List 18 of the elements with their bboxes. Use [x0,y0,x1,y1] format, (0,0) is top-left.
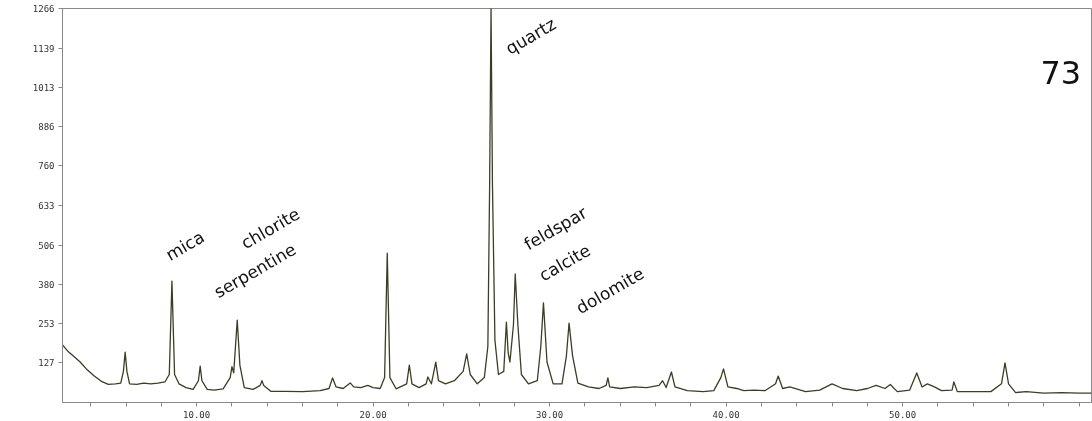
y-tick-label: 1266 [32,4,55,14]
y-tick-label: 633 [38,201,55,211]
x-tick-label: 20.00 [359,409,387,420]
annotation: 73 [1040,53,1082,92]
y-tick-label: 1013 [32,82,55,93]
x-tick-label: 10.00 [183,409,211,420]
line-series [62,8,1092,394]
y-tick-label: 760 [38,161,55,172]
y-tick-label: 253 [38,319,55,330]
y-tick-label: 886 [38,122,55,133]
annotation: mica [162,226,208,265]
x-tick-label: 50.00 [889,409,917,420]
x-tick-label: 40.00 [712,409,740,420]
x-tick-label: 30.00 [536,409,564,420]
y-tick-label: 506 [38,240,55,251]
y-tick-label: 1139 [32,43,55,54]
y-tick-label: 127 [38,358,55,369]
y-tick-label: 380 [38,279,55,290]
